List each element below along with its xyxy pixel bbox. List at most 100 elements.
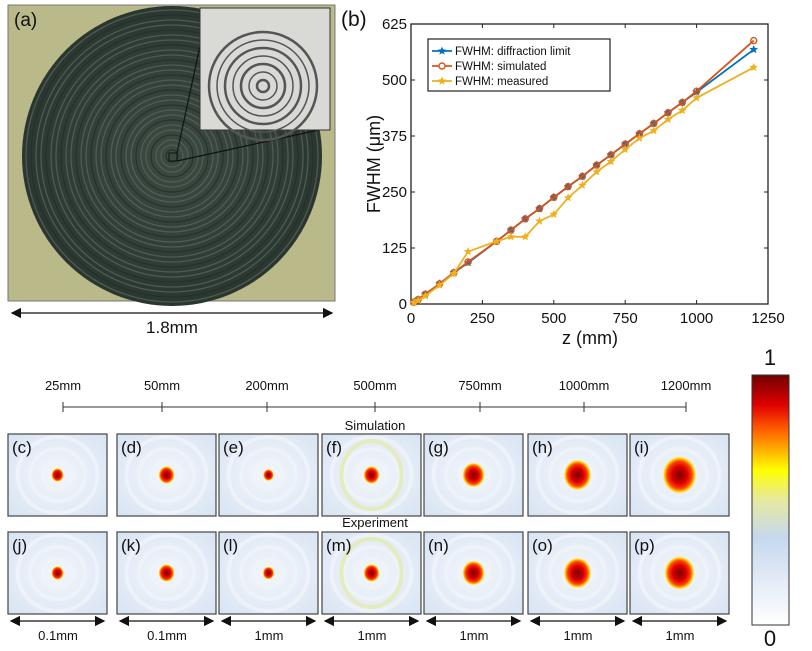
series-fwhm-measured xyxy=(409,63,758,307)
y-tick-label: 375 xyxy=(382,128,407,145)
scale-label: 1mm xyxy=(460,628,489,643)
beam-panel-g: (g) xyxy=(423,433,524,517)
data-point xyxy=(749,63,758,72)
data-point xyxy=(749,45,758,54)
legend-marker xyxy=(437,76,447,85)
scale-label: 1mm xyxy=(358,628,387,643)
beam-spot xyxy=(462,462,485,488)
beam-panel-e: (e) xyxy=(218,433,319,517)
panel-label: (g) xyxy=(428,438,449,457)
beam-panel-n: (n) xyxy=(423,531,524,615)
distance-label: 200mm xyxy=(245,378,288,393)
beam-spot xyxy=(462,560,485,586)
data-point xyxy=(663,114,673,124)
x-tick-label: 1250 xyxy=(751,310,784,327)
panel-a-label: (a) xyxy=(14,10,37,31)
colorbar xyxy=(751,374,790,626)
y-tick-label: 0 xyxy=(399,296,407,313)
beam-spot xyxy=(51,468,64,482)
beam-spot xyxy=(158,564,175,582)
beam-spot xyxy=(363,466,380,484)
data-point xyxy=(521,215,529,223)
data-point xyxy=(563,193,573,202)
lens-photo: (a) 1.8mm xyxy=(7,4,336,337)
data-point xyxy=(549,209,559,218)
beam-panel-h: (h) xyxy=(527,433,628,517)
beam-panel-i: (i) xyxy=(629,433,730,517)
legend-entry: FWHM: measured xyxy=(455,76,548,88)
scale-label: 0.1mm xyxy=(38,628,78,643)
inset-rings xyxy=(207,30,319,142)
beam-spot xyxy=(263,469,274,481)
x-tick-label: 1000 xyxy=(680,310,713,327)
y-axis-label: FWHM (μm) xyxy=(364,115,384,213)
panel-label: (f) xyxy=(326,438,342,457)
beam-panel-m: (m) xyxy=(321,531,422,615)
beam-panel-f: (f) xyxy=(321,433,422,517)
row-title-simulation: Simulation xyxy=(345,418,406,433)
panel-label: (o) xyxy=(532,536,553,555)
lens-scale-label: 1.8mm xyxy=(146,318,198,337)
distance-label: 750mm xyxy=(458,378,501,393)
lens-rings xyxy=(25,9,319,303)
beam-spot xyxy=(262,566,275,580)
data-point xyxy=(535,204,544,213)
x-tick-label: 0 xyxy=(407,310,415,327)
x-tick-label: 750 xyxy=(613,310,638,327)
data-point xyxy=(635,133,644,142)
data-point xyxy=(413,295,423,305)
distance-label: 25mm xyxy=(45,378,81,393)
data-point xyxy=(578,180,587,189)
legend-entry: FWHM: diffraction limit xyxy=(455,46,571,58)
legend: FWHM: diffraction limit FWHM: simulated FW… xyxy=(427,38,611,92)
data-point xyxy=(578,172,587,181)
beam-spot xyxy=(363,564,380,582)
beam-panel-p: (p) xyxy=(629,531,730,615)
data-point xyxy=(421,291,430,300)
scale-label: 1mm xyxy=(666,628,695,643)
beam-spot xyxy=(662,456,697,494)
row-title-experiment: Experiment xyxy=(342,515,408,530)
data-point xyxy=(535,216,544,225)
x-tick-label: 500 xyxy=(541,310,566,327)
scale-label: 0.1mm xyxy=(147,628,187,643)
data-point xyxy=(550,193,558,202)
data-point xyxy=(464,258,472,266)
beam-spot xyxy=(563,557,592,589)
panel-label: (n) xyxy=(428,536,449,555)
fwhm-chart: (b) 0 250 500 750 1000 1250 0 125 250 375 500 625 z… xyxy=(341,8,785,348)
panel-label: (i) xyxy=(634,438,649,457)
beam-panel-l: (l) xyxy=(218,531,319,615)
panel-label: (m) xyxy=(326,536,351,555)
distance-label: 1200mm xyxy=(661,378,712,393)
panel-label: (l) xyxy=(223,536,238,555)
legend-marker xyxy=(437,46,447,55)
data-point xyxy=(463,247,473,256)
beam-spot xyxy=(563,459,592,491)
beam-panel-k: (k) xyxy=(116,531,217,615)
y-tick-label: 625 xyxy=(382,16,407,33)
beam-panel-c: (c) xyxy=(7,433,108,517)
panel-label: (p) xyxy=(634,536,655,555)
data-point xyxy=(564,182,572,191)
panel-label: (k) xyxy=(121,536,141,555)
data-point xyxy=(592,167,601,176)
beam-spot xyxy=(158,466,175,484)
data-point xyxy=(750,36,758,45)
panel-b-label: (b) xyxy=(341,8,367,31)
distance-label: 500mm xyxy=(353,378,396,393)
legend-entry: FWHM: simulated xyxy=(455,61,546,73)
colorbar-max-label: 1 xyxy=(764,345,776,370)
distance-label: 50mm xyxy=(144,378,180,393)
data-point xyxy=(521,232,530,241)
data-point xyxy=(692,93,701,102)
x-axis-label: z (mm) xyxy=(562,328,618,348)
data-point xyxy=(606,157,616,166)
x-tick-label: 250 xyxy=(470,310,495,327)
data-point xyxy=(492,236,501,245)
data-point xyxy=(449,269,459,278)
data-point xyxy=(620,144,630,154)
data-point xyxy=(678,98,687,107)
